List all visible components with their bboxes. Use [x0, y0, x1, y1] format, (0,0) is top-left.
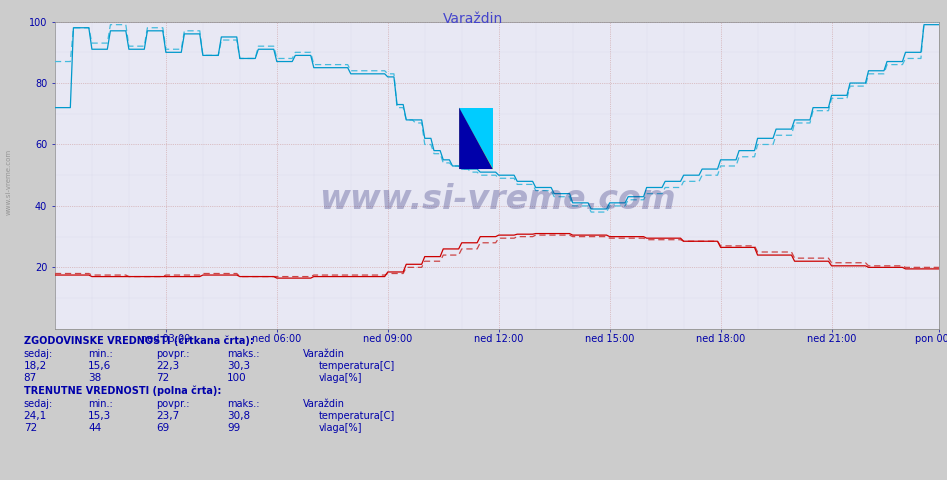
Text: min.:: min.: [88, 399, 113, 409]
Text: 18,2: 18,2 [24, 361, 47, 371]
Text: 72: 72 [156, 373, 170, 384]
Text: temperatura[C]: temperatura[C] [319, 411, 396, 421]
Text: TRENUTNE VREDNOSTI (polna črta):: TRENUTNE VREDNOSTI (polna črta): [24, 386, 221, 396]
Text: 44: 44 [88, 423, 101, 433]
Text: 22,3: 22,3 [156, 361, 180, 371]
Text: sedaj:: sedaj: [24, 399, 53, 409]
Text: 100: 100 [227, 373, 247, 384]
Text: 99: 99 [227, 423, 241, 433]
Text: 30,8: 30,8 [227, 411, 250, 421]
Polygon shape [459, 108, 492, 169]
Text: 15,6: 15,6 [88, 361, 112, 371]
Text: 87: 87 [24, 373, 37, 384]
Text: maks.:: maks.: [227, 349, 259, 360]
Text: min.:: min.: [88, 349, 113, 360]
Text: 72: 72 [24, 423, 37, 433]
FancyBboxPatch shape [459, 108, 492, 169]
Text: Varaždin: Varaždin [443, 12, 504, 26]
Text: vlaga[%]: vlaga[%] [319, 423, 363, 433]
Text: 30,3: 30,3 [227, 361, 250, 371]
Text: povpr.:: povpr.: [156, 399, 189, 409]
Text: sedaj:: sedaj: [24, 349, 53, 360]
Text: 23,7: 23,7 [156, 411, 180, 421]
Text: vlaga[%]: vlaga[%] [319, 373, 363, 384]
Text: temperatura[C]: temperatura[C] [319, 361, 396, 371]
Text: maks.:: maks.: [227, 399, 259, 409]
Polygon shape [459, 108, 492, 169]
Text: ZGODOVINSKE VREDNOSTI (črtkana črta):: ZGODOVINSKE VREDNOSTI (črtkana črta): [24, 336, 254, 347]
Text: 24,1: 24,1 [24, 411, 47, 421]
Text: Varaždin: Varaždin [303, 349, 345, 360]
Text: www.si-vreme.com: www.si-vreme.com [6, 149, 11, 216]
Text: 69: 69 [156, 423, 170, 433]
Text: Varaždin: Varaždin [303, 399, 345, 409]
Text: povpr.:: povpr.: [156, 349, 189, 360]
Text: 15,3: 15,3 [88, 411, 112, 421]
Text: 38: 38 [88, 373, 101, 384]
Text: www.si-vreme.com: www.si-vreme.com [319, 183, 675, 216]
